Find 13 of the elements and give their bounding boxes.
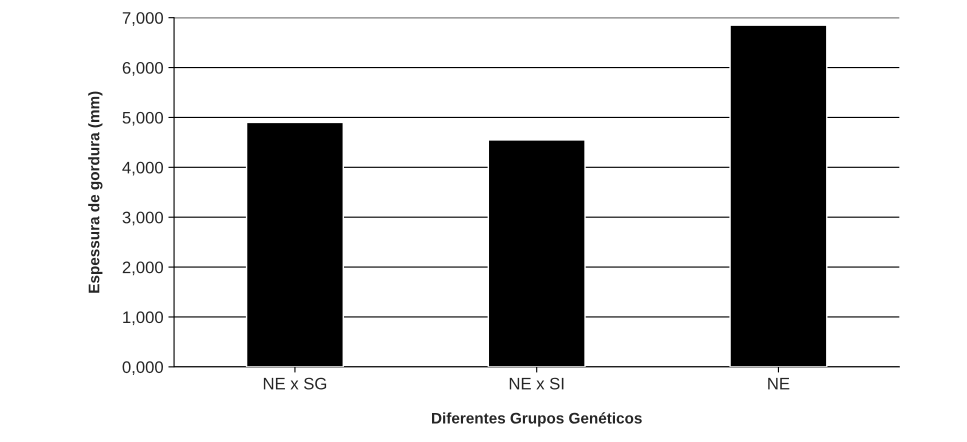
y-tick-label: 5,000 [122, 112, 163, 126]
y-tick-label: 3,000 [122, 212, 163, 226]
x-tick-label: NE [768, 378, 790, 390]
y-tick-label: 0,000 [122, 361, 163, 376]
y-tick-label: 7,000 [122, 12, 163, 26]
y-tick-label: 1,000 [123, 311, 163, 326]
x-tick-label: NE x SI [510, 378, 564, 390]
y-tick-label: 4,000 [122, 162, 163, 176]
y-tick-label: 2,000 [122, 261, 163, 276]
x-tick-label: NE x SG [264, 378, 326, 390]
y-tick-label: 6,000 [122, 62, 163, 76]
y-axis-title: Espessura de gordura (mm) [88, 92, 102, 293]
x-axis-title: Diferentes Grupos Genéticos [432, 412, 642, 427]
